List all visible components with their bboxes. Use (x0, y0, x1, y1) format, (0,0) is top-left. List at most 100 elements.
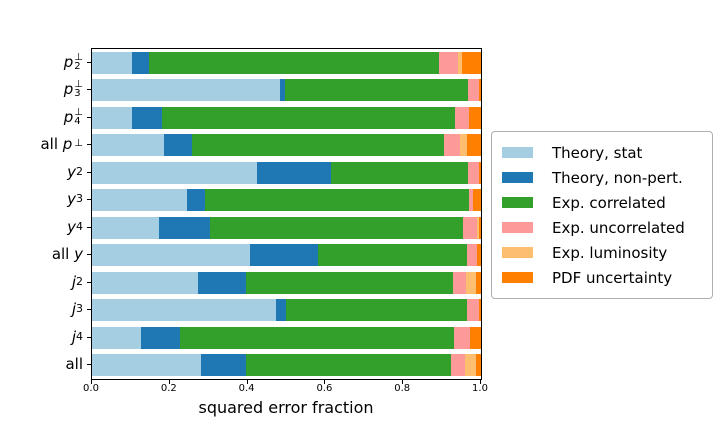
legend-label-theory-nonpert: Theory, non-pert. (552, 168, 683, 187)
segment-theory-stat (92, 271, 199, 294)
segment-exp-uncorrelated (444, 134, 461, 157)
segment-theory-nonpert (187, 189, 206, 212)
segment-theory-nonpert (132, 51, 150, 74)
bar-j2 (92, 271, 481, 294)
x-tick (246, 380, 248, 384)
y-tick (87, 116, 91, 118)
y-tick (87, 364, 91, 366)
bar-p2perp (92, 51, 481, 74)
segment-pdf-uncertainty (479, 216, 481, 239)
legend-entry-exp-uncorrelated: Exp. uncorrelated (502, 215, 712, 240)
bar-all (92, 354, 481, 377)
segment-exp-luminosity (476, 216, 480, 239)
bar-all-pperp (92, 134, 481, 157)
y-tick (87, 281, 91, 283)
y-axis-labels: p ⊥ 2 p ⊥ 3 p ⊥ 4 all p ⊥ y 2 y 3 y 4 all y j 2 j 3 j 4 all (0, 0, 86, 432)
segment-theory-stat (92, 106, 133, 129)
y-tick (87, 254, 91, 256)
bar-y4 (92, 216, 481, 239)
segment-exp-uncorrelated (454, 106, 469, 129)
bar-all-y (92, 244, 481, 267)
segment-theory-stat (92, 299, 276, 322)
y-label-p3perp: p ⊥ 3 (63, 79, 83, 100)
y-label-all: all (65, 355, 83, 374)
x-tick (91, 380, 92, 384)
segment-exp-correlated (179, 326, 455, 349)
y-label-p2perp: p ⊥ 2 (63, 51, 83, 72)
segment-exp-luminosity (464, 354, 476, 377)
segment-theory-stat (92, 79, 280, 102)
legend: Theory, stat Theory, non-pert. Exp. correl… (491, 131, 713, 299)
x-tick-label: 0.2 (160, 383, 177, 394)
segment-exp-correlated (286, 299, 467, 322)
segment-exp-correlated (245, 271, 453, 294)
legend-entry-theory-nonpert: Theory, non-pert. (502, 165, 712, 190)
y-tick (87, 226, 91, 228)
segment-theory-nonpert (163, 134, 193, 157)
x-tick (480, 380, 481, 384)
segment-pdf-uncertainty (479, 299, 481, 322)
segment-exp-luminosity (460, 134, 468, 157)
legend-entry-theory-stat: Theory, stat (502, 140, 712, 165)
x-tick (168, 380, 170, 384)
segment-pdf-uncertainty (467, 134, 481, 157)
bar-p3perp (92, 79, 481, 102)
x-tick (324, 380, 326, 384)
segment-exp-uncorrelated (468, 189, 474, 212)
x-tick-label: 0.4 (238, 383, 255, 394)
y-label-all-pperp: all p ⊥ (40, 135, 83, 154)
segment-pdf-uncertainty (468, 106, 481, 129)
y-tick (87, 336, 91, 338)
segment-exp-uncorrelated (463, 216, 477, 239)
segment-theory-stat (92, 326, 141, 349)
x-axis-title: squared error fraction (198, 398, 374, 417)
legend-label-exp-uncorrelated: Exp. uncorrelated (552, 218, 685, 237)
segment-exp-uncorrelated (450, 354, 465, 377)
segment-exp-correlated (205, 189, 469, 212)
segment-exp-correlated (284, 79, 469, 102)
x-tick-label: 0.0 (83, 383, 99, 394)
segment-exp-luminosity (457, 51, 462, 74)
segment-theory-stat (92, 134, 164, 157)
segment-exp-correlated (149, 51, 440, 74)
bar-y3 (92, 189, 481, 212)
segment-theory-stat (92, 189, 188, 212)
y-label-all-y: all y (51, 245, 83, 264)
segment-exp-correlated (246, 354, 451, 377)
y-tick (87, 309, 91, 311)
legend-swatch-pdf-uncertainty (502, 272, 533, 283)
legend-swatch-exp-uncorrelated (502, 222, 533, 233)
segment-exp-correlated (209, 216, 464, 239)
segment-exp-correlated (192, 134, 445, 157)
segment-exp-uncorrelated (466, 299, 480, 322)
segment-exp-luminosity (465, 271, 476, 294)
segment-theory-nonpert (141, 326, 180, 349)
segment-theory-nonpert (132, 106, 162, 129)
x-tick-label: 0.6 (316, 383, 333, 394)
segment-exp-uncorrelated (452, 271, 466, 294)
legend-entry-exp-luminosity: Exp. luminosity (502, 240, 712, 265)
plot-area (91, 48, 482, 380)
segment-exp-uncorrelated (466, 244, 478, 267)
segment-pdf-uncertainty (473, 189, 481, 212)
segment-theory-nonpert (257, 161, 332, 184)
segment-pdf-uncertainty (470, 326, 481, 349)
segment-theory-nonpert (200, 354, 247, 377)
legend-swatch-exp-luminosity (502, 247, 533, 258)
segment-exp-uncorrelated (454, 326, 471, 349)
segment-theory-nonpert (158, 216, 210, 239)
bar-j3 (92, 299, 481, 322)
legend-entry-exp-correlated: Exp. correlated (502, 190, 712, 215)
segment-theory-nonpert (275, 299, 287, 322)
legend-label-exp-correlated: Exp. correlated (552, 193, 666, 212)
segment-pdf-uncertainty (475, 354, 481, 377)
legend-label-pdf-uncertainty: PDF uncertainty (552, 268, 673, 287)
y-tick (87, 144, 91, 146)
segment-exp-uncorrelated (468, 79, 480, 102)
segment-theory-stat (92, 161, 258, 184)
